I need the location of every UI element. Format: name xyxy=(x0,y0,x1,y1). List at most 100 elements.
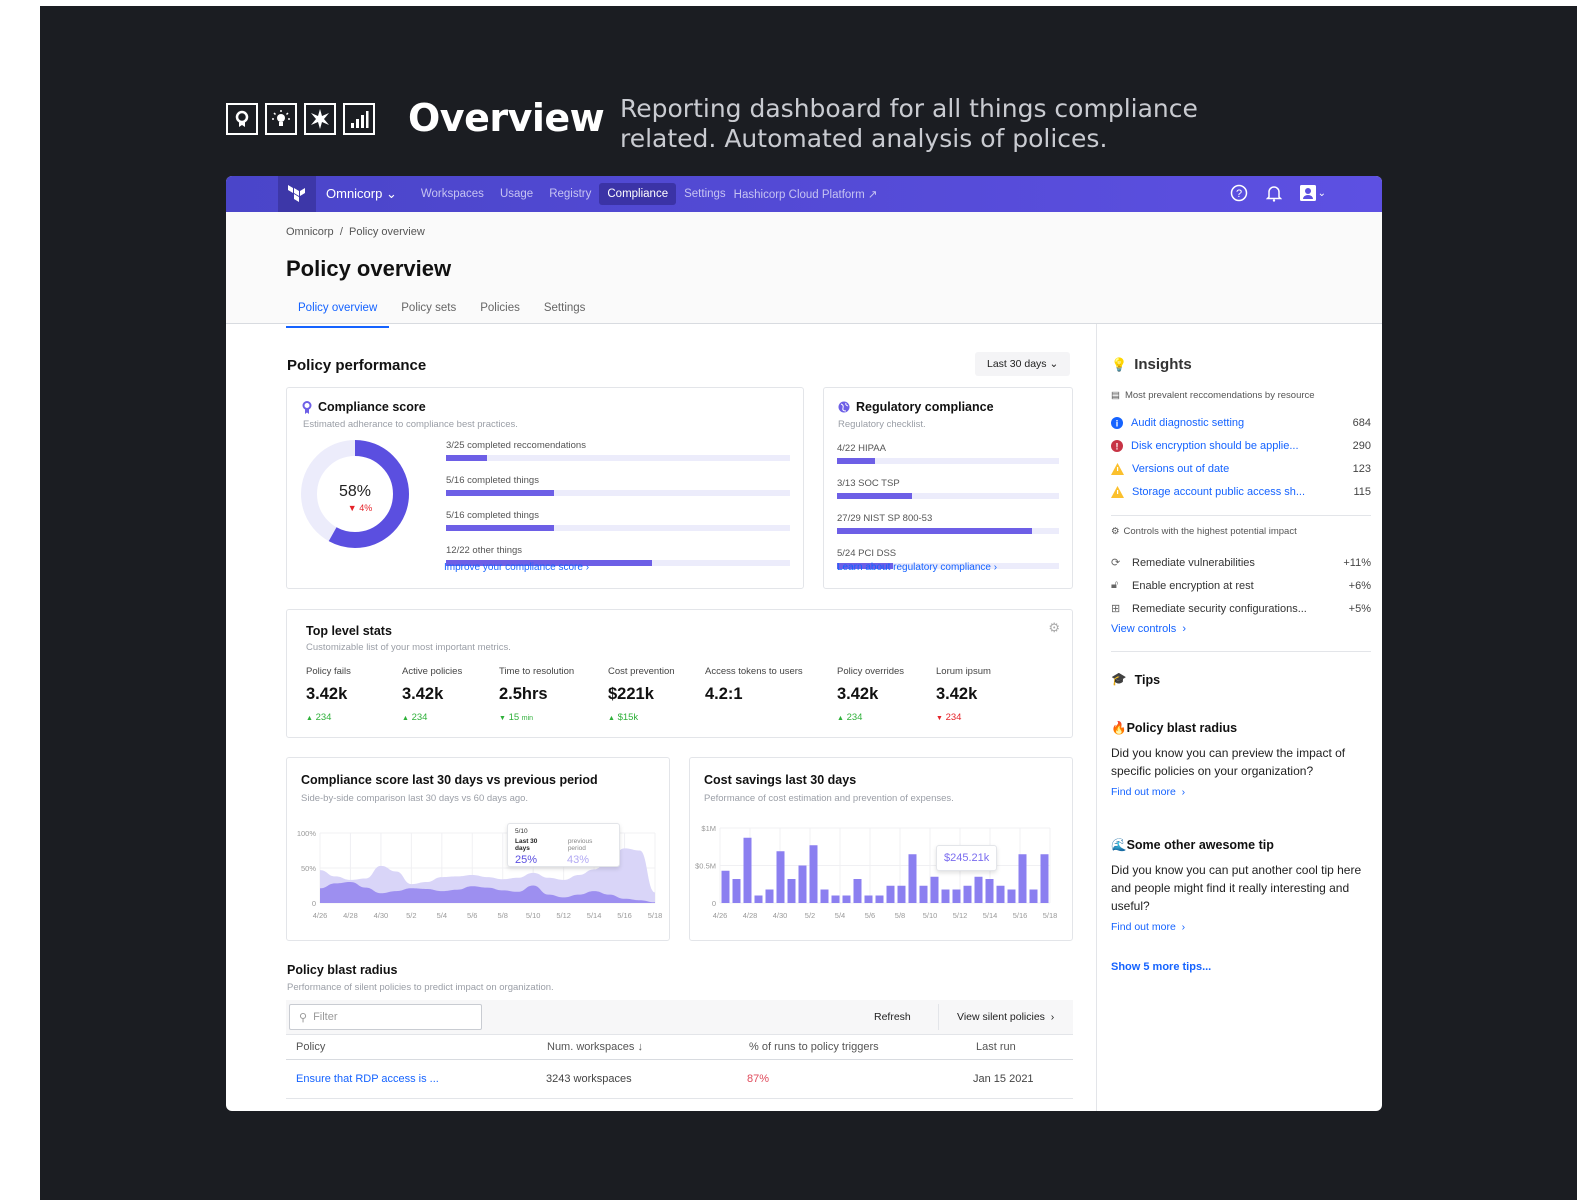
recommendation-count: 115 xyxy=(1353,485,1371,498)
bar xyxy=(842,895,851,903)
lock-icon: 🔓︎ xyxy=(1111,579,1119,591)
nav-compliance[interactable]: Compliance xyxy=(599,183,677,205)
chart-title: Cost savings last 30 days xyxy=(704,773,857,787)
x-tick-label: 5/8 xyxy=(895,911,905,920)
tip-body: Did you know you can preview the impact … xyxy=(1111,746,1346,778)
table-toolbar: ⚲ Filter Refresh View silent policies › xyxy=(286,1000,1073,1035)
recommendation-item[interactable]: Storage account public access sh... 115 xyxy=(1111,480,1371,503)
bell-icon[interactable] xyxy=(1265,184,1282,202)
compliance-trend-card: Compliance score last 30 days vs previou… xyxy=(286,757,670,941)
bar xyxy=(787,879,796,903)
tab-policy-overview[interactable]: Policy overview xyxy=(286,296,390,328)
x-tick-label: 5/2 xyxy=(805,911,815,920)
x-tick-label: 5/6 xyxy=(865,911,875,920)
divider xyxy=(1111,515,1371,516)
nav-workspaces[interactable]: Workspaces xyxy=(420,188,484,200)
top-navbar: Omnicorp ⌄ Workspaces Usage Registry Com… xyxy=(226,176,1382,212)
recommendations-heading: ▤ Most prevalent reccomendations by resou… xyxy=(1111,390,1315,401)
breadcrumb-current: Policy overview xyxy=(349,226,425,238)
bar xyxy=(820,889,829,903)
tooltip-label-a: Last 30 days xyxy=(515,838,538,852)
view-controls-link[interactable]: View controls › xyxy=(1111,623,1186,635)
find-out-more-link[interactable]: Find out more › xyxy=(1111,921,1186,933)
nav-settings[interactable]: Settings xyxy=(684,188,726,200)
recommendation-item[interactable]: i Audit diagnostic setting 684 xyxy=(1111,411,1371,434)
bar xyxy=(721,870,730,903)
tab-policies[interactable]: Policies xyxy=(480,302,520,314)
bar xyxy=(1018,854,1027,903)
progress-fill xyxy=(837,493,913,499)
regulatory-link[interactable]: Learn about regulatory compliance › xyxy=(837,562,998,573)
user-menu[interactable]: ⌄ xyxy=(1299,185,1326,201)
area-series-previous-period xyxy=(320,848,655,903)
section-subtitle: Performance of silent policies to predic… xyxy=(287,982,554,993)
bar xyxy=(930,876,939,903)
x-tick-label: 4/30 xyxy=(773,911,788,920)
progress-bar xyxy=(446,455,790,461)
find-out-more-link[interactable]: Find out more › xyxy=(1111,786,1186,798)
card-subtitle: Estimated adherance to compliance best p… xyxy=(303,419,518,430)
bar xyxy=(908,854,917,903)
divider xyxy=(1111,651,1371,652)
stat-label: Cost prevention xyxy=(608,666,675,677)
table-header: Policy Num. workspaces ↓ % of runs to po… xyxy=(286,1036,1073,1060)
progress-label: 5/16 completed things xyxy=(446,475,539,486)
progress-label: 12/22 other things xyxy=(446,545,523,556)
tab-policy-sets[interactable]: Policy sets xyxy=(401,302,457,314)
filter-input[interactable]: ⚲ Filter xyxy=(289,1004,482,1030)
banner-description: Reporting dashboard for all things compl… xyxy=(620,94,1198,153)
stat-value: 3.42k xyxy=(936,685,978,703)
nav-usage[interactable]: Usage xyxy=(499,188,534,200)
chevron-down-icon: ⌄ xyxy=(1317,187,1326,199)
regulatory-compliance-card: Regulatory compliance Regulatory checkli… xyxy=(823,387,1073,589)
tip-item: 🌊Some other awesome tip Did you know you … xyxy=(1111,838,1371,933)
regulatory-bars: 4/22 HIPAA 3/13 SOC TSP 27/29 NIST SP 800-… xyxy=(837,443,1059,583)
column-percent-runs[interactable]: % of runs to policy triggers xyxy=(749,1041,879,1053)
policy-link[interactable]: Ensure that RDP access is ... xyxy=(296,1073,439,1085)
recommendation-label: Audit diagnostic setting xyxy=(1131,416,1245,429)
refresh-button[interactable]: Refresh xyxy=(874,1011,911,1023)
x-tick-label: 5/10 xyxy=(526,911,541,920)
x-tick-label: 5/18 xyxy=(648,911,663,920)
nav-registry[interactable]: Registry xyxy=(549,188,592,200)
show-more-tips-link[interactable]: Show 5 more tips... xyxy=(1111,961,1212,973)
terraform-logo-icon[interactable] xyxy=(278,176,316,212)
last-run: Jan 15 2021 xyxy=(973,1073,1034,1085)
view-silent-policies-button[interactable]: View silent policies › xyxy=(957,1011,1055,1023)
stat-item: Lorum ipsum 3.42k ▼ 234 xyxy=(936,666,991,723)
gear-icon[interactable]: ⚙ xyxy=(1048,620,1060,635)
tabs: Policy overview Policy sets Policies Set… xyxy=(286,296,597,328)
bar xyxy=(765,889,774,903)
recommendation-item[interactable]: ! Disk encryption should be applie... 290 xyxy=(1111,434,1371,457)
tab-settings[interactable]: Settings xyxy=(543,302,586,314)
column-last-run[interactable]: Last run xyxy=(976,1041,1016,1053)
recommendation-count: 123 xyxy=(1352,462,1371,475)
progress-item: 5/16 completed things xyxy=(446,475,790,496)
control-item[interactable]: ⟳ Remediate vulnerabilities +11% xyxy=(1111,551,1371,574)
org-switcher[interactable]: Omnicorp ⌄ xyxy=(326,186,397,201)
progress-item: 12/22 other things xyxy=(446,545,790,566)
improve-score-link[interactable]: Improve your compliance score › xyxy=(444,562,590,573)
card-subtitle: Customizable list of your most important… xyxy=(306,642,511,653)
control-item[interactable]: ⊞ Remediate security configurations... +5% xyxy=(1111,597,1371,620)
stat-label: Lorum ipsum xyxy=(936,666,991,677)
progress-fill xyxy=(837,528,1033,534)
column-policy[interactable]: Policy xyxy=(296,1041,326,1053)
date-range-select[interactable]: Last 30 days ⌄ xyxy=(975,352,1071,376)
bar xyxy=(732,879,741,903)
progress-label: 3/13 SOC TSP xyxy=(837,478,900,489)
page-title: Policy overview xyxy=(286,256,452,281)
breadcrumb-org[interactable]: Omnicorp xyxy=(286,226,334,238)
donut-score: 58% xyxy=(339,483,371,500)
control-item[interactable]: 🔓︎ Enable encryption at rest +6% xyxy=(1111,574,1371,597)
progress-fill xyxy=(446,560,653,566)
progress-fill xyxy=(837,563,893,569)
recommendation-item[interactable]: Versions out of date 123 xyxy=(1111,457,1371,480)
progress-item: 5/16 completed things xyxy=(446,510,790,531)
nav-hcp[interactable]: Hashicorp Cloud Platform ↗ xyxy=(734,182,886,206)
bar xyxy=(897,885,906,903)
column-workspaces[interactable]: Num. workspaces ↓ xyxy=(547,1041,643,1053)
progress-item: 5/24 PCI DSS xyxy=(837,548,1059,569)
workspaces-count: 3243 workspaces xyxy=(546,1073,632,1085)
help-icon[interactable]: ? xyxy=(1230,184,1248,202)
